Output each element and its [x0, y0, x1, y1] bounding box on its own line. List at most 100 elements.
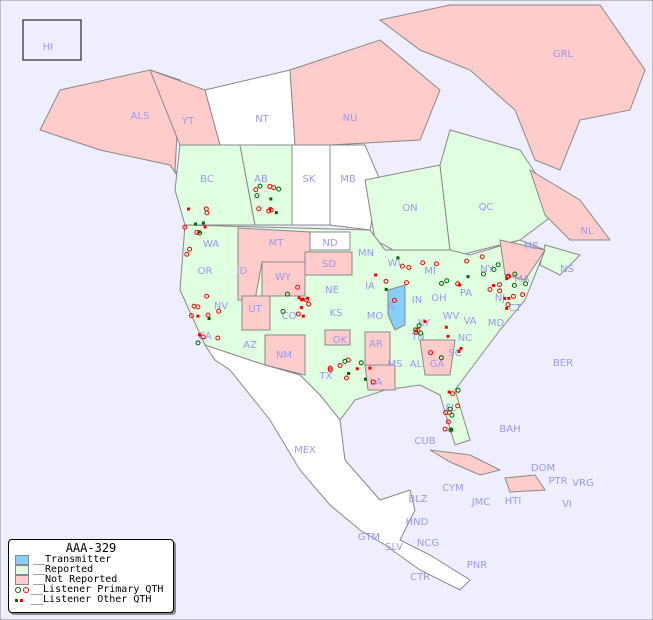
region-label-pnr: PNR: [467, 560, 488, 571]
listener-other-marker: [187, 207, 191, 211]
listener-primary-marker: [443, 410, 449, 416]
legend-item-primary-qth: __Listener Primary QTH: [9, 585, 173, 595]
legend-item-reported: __Reported: [9, 565, 173, 575]
listener-primary-marker: [511, 282, 517, 288]
listener-other-marker: [194, 222, 198, 226]
region-label-wy: WY: [275, 272, 292, 283]
listener-other-marker: [364, 377, 368, 381]
region-label-ctr: CTR: [410, 572, 430, 583]
listener-primary-marker: [442, 426, 448, 432]
region-label-ky: KY: [418, 318, 431, 329]
region-label-mi: MI: [424, 266, 436, 277]
listener-other-marker: [306, 296, 310, 300]
listener-primary-marker: [370, 379, 376, 385]
region-label-grl: GRL: [553, 49, 574, 60]
region-nd: [309, 231, 351, 251]
region-label-ms: MS: [388, 359, 403, 370]
region-label-cub: CUB: [414, 436, 435, 447]
region-label-nt: NT: [255, 114, 269, 125]
listener-primary-marker: [438, 355, 444, 361]
region-label-slv: SLV: [385, 542, 403, 553]
region-label-nm: NM: [276, 350, 292, 361]
listener-primary-marker: [253, 187, 259, 193]
region-labels: HI ALS YT NT NU GRL BC AB SK MB ON QC NL NS WA OR ID MT WY…: [43, 42, 594, 583]
listener-other-marker: [396, 256, 400, 260]
transmitter-swatch: [15, 555, 29, 565]
listener-other-marker: [300, 298, 304, 302]
region-nm: [264, 334, 306, 376]
listener-primary-marker: [200, 334, 206, 340]
listener-primary-marker: [256, 206, 262, 212]
region-label-hti: HTI: [505, 496, 522, 507]
listener-primary-marker: [495, 262, 501, 268]
listener-other-marker: [297, 296, 301, 300]
listener-primary-marker: [216, 308, 222, 314]
listener-other-marker: [198, 333, 202, 337]
region-label-ar: AR: [369, 339, 383, 350]
listener-primary-marker: [204, 293, 210, 299]
listener-other-marker: [444, 325, 448, 329]
region-label-mn: MN: [358, 248, 374, 259]
region-label-or: OR: [198, 266, 213, 277]
listener-primary-marker: [497, 282, 503, 288]
region-label-ga: GA: [430, 359, 445, 370]
region-label-sc: SC: [448, 348, 461, 359]
listener-other-marker: [466, 275, 470, 279]
region-label-ne: NE: [325, 285, 339, 296]
listener-primary-marker: [399, 263, 405, 269]
listener-primary-marker: [444, 278, 450, 284]
listener-primary-marker: [342, 358, 348, 364]
region-label-wa: WA: [203, 239, 219, 250]
region-label-ma: MA: [514, 274, 530, 285]
listener-primary-marker: [271, 185, 277, 191]
region-il-transmitter: [387, 284, 406, 331]
listener-primary-marker: [415, 327, 421, 333]
listener-other-marker: [457, 350, 461, 354]
listener-other-marker: [268, 207, 272, 211]
listener-primary-marker: [455, 387, 461, 393]
region-label-vi: VI: [562, 499, 572, 510]
listener-primary-marker: [254, 193, 260, 199]
listener-other-marker: [503, 296, 507, 300]
listener-primary-marker: [497, 288, 503, 294]
legend-label: __Reported: [33, 564, 94, 575]
region-label-in: IN: [412, 295, 422, 306]
listener-other-marker: [368, 366, 372, 370]
reported-swatch: [15, 565, 29, 575]
region-label-yt: YT: [181, 116, 195, 127]
listener-other-marker: [446, 334, 450, 338]
region-label-als: ALS: [131, 111, 150, 122]
region-label-pa: PA: [460, 288, 472, 299]
region-label-bc: BC: [200, 174, 214, 185]
listener-primary-marker: [510, 293, 516, 299]
region-label-wi: WI: [388, 258, 401, 269]
listener-primary-marker: [512, 271, 518, 277]
region-label-ks: KS: [330, 308, 343, 319]
region-label-tx: TX: [319, 371, 333, 382]
legend-label: __Not Reported: [33, 574, 118, 585]
listener-other-marker: [201, 221, 205, 225]
legend-label: __Listener Primary QTH: [31, 584, 164, 595]
listener-primary-marker: [448, 427, 454, 433]
listener-primary-marker: [464, 258, 470, 264]
primary-qth-icon: [15, 587, 29, 593]
region-label-ny: NY: [480, 264, 494, 275]
listener-primary-marker: [337, 362, 343, 368]
legend-item-other-qth: __Listener Other QTH: [9, 595, 173, 605]
listener-primary-marker: [284, 291, 290, 297]
region-label-fl: FL: [445, 403, 457, 414]
region-label-ut: UT: [248, 304, 262, 315]
legend-label: __Listener Other QTH: [31, 594, 152, 605]
listener-other-marker: [384, 287, 388, 291]
region-label-co: CO: [282, 311, 297, 322]
listener-primary-marker: [383, 278, 389, 284]
region-label-gtm: GTM: [358, 532, 380, 543]
region-sk: [291, 144, 331, 226]
listener-primary-marker: [505, 302, 511, 308]
listener-primary-marker: [182, 224, 188, 230]
listener-primary-marker: [491, 267, 497, 273]
listener-primary-marker: [188, 313, 194, 319]
listener-primary-marker: [520, 292, 526, 298]
listener-primary-marker: [403, 280, 409, 286]
